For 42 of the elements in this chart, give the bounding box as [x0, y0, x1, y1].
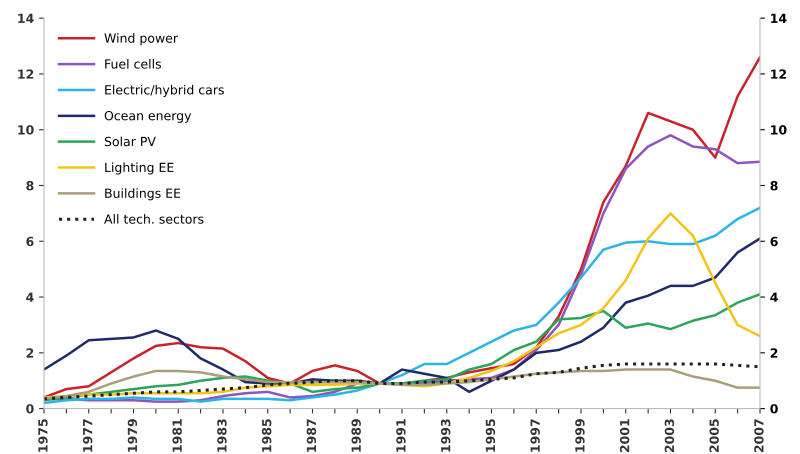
- y2-tick-label: 4: [770, 292, 778, 302]
- x-tick-label: 1981: [172, 419, 182, 452]
- y2-tick-label: 10: [771, 125, 787, 135]
- legend-label: Lighting EE: [105, 162, 174, 174]
- y-tick-label: 2: [26, 348, 34, 358]
- x-tick-label: 1975: [38, 419, 48, 452]
- legend-label: Electric/hybrid cars: [105, 84, 224, 97]
- x-tick-label: 1987: [306, 419, 316, 452]
- y-tick-label: 14: [18, 14, 34, 23]
- legend-label: Solar PV: [104, 136, 156, 146]
- legend-label: All tech. sectors: [104, 214, 204, 224]
- y-tick-label: 8: [26, 180, 34, 190]
- y-tick-label: 12: [18, 69, 34, 79]
- x-tick-label: 1985: [262, 419, 272, 452]
- y2-tick-label: 0: [770, 404, 778, 414]
- x-tick-label: 1983: [217, 419, 227, 452]
- x-tick-label: 1991: [396, 419, 406, 452]
- x-tick-label: 1977: [82, 419, 92, 452]
- x-tick-label: 1993: [440, 419, 450, 452]
- y2-tick-label: 14: [771, 14, 787, 23]
- x-tick-label: 2005: [709, 419, 719, 452]
- x-tick-label: 2007: [754, 419, 764, 452]
- y2-tick-label: 2: [770, 348, 778, 358]
- legend-label: Fuel cells: [105, 59, 161, 69]
- y2-tick-label: 6: [770, 236, 778, 246]
- x-tick-label: 1999: [575, 419, 585, 452]
- x-tick-label: 1979: [128, 419, 138, 452]
- y2-tick-label: 12: [771, 69, 786, 79]
- legend-label: Ocean energy: [104, 110, 192, 123]
- x-tick-label: 1989: [351, 419, 361, 452]
- x-tick-label: 2001: [620, 419, 630, 452]
- y2-tick-label: 8: [770, 180, 778, 190]
- y-tick-label: 6: [26, 236, 34, 246]
- legend-label: Wind power: [104, 33, 178, 46]
- y-tick-label: 4: [26, 292, 34, 302]
- x-tick-label: 2003: [664, 419, 674, 452]
- y-tick-label: 10: [18, 125, 34, 135]
- legend-label: Buildings EE: [105, 188, 180, 200]
- line-series: [44, 362, 760, 400]
- x-tick-label: 1997: [530, 419, 540, 452]
- x-tick-label: 1995: [486, 419, 496, 452]
- y-tick-label: 0: [26, 404, 34, 414]
